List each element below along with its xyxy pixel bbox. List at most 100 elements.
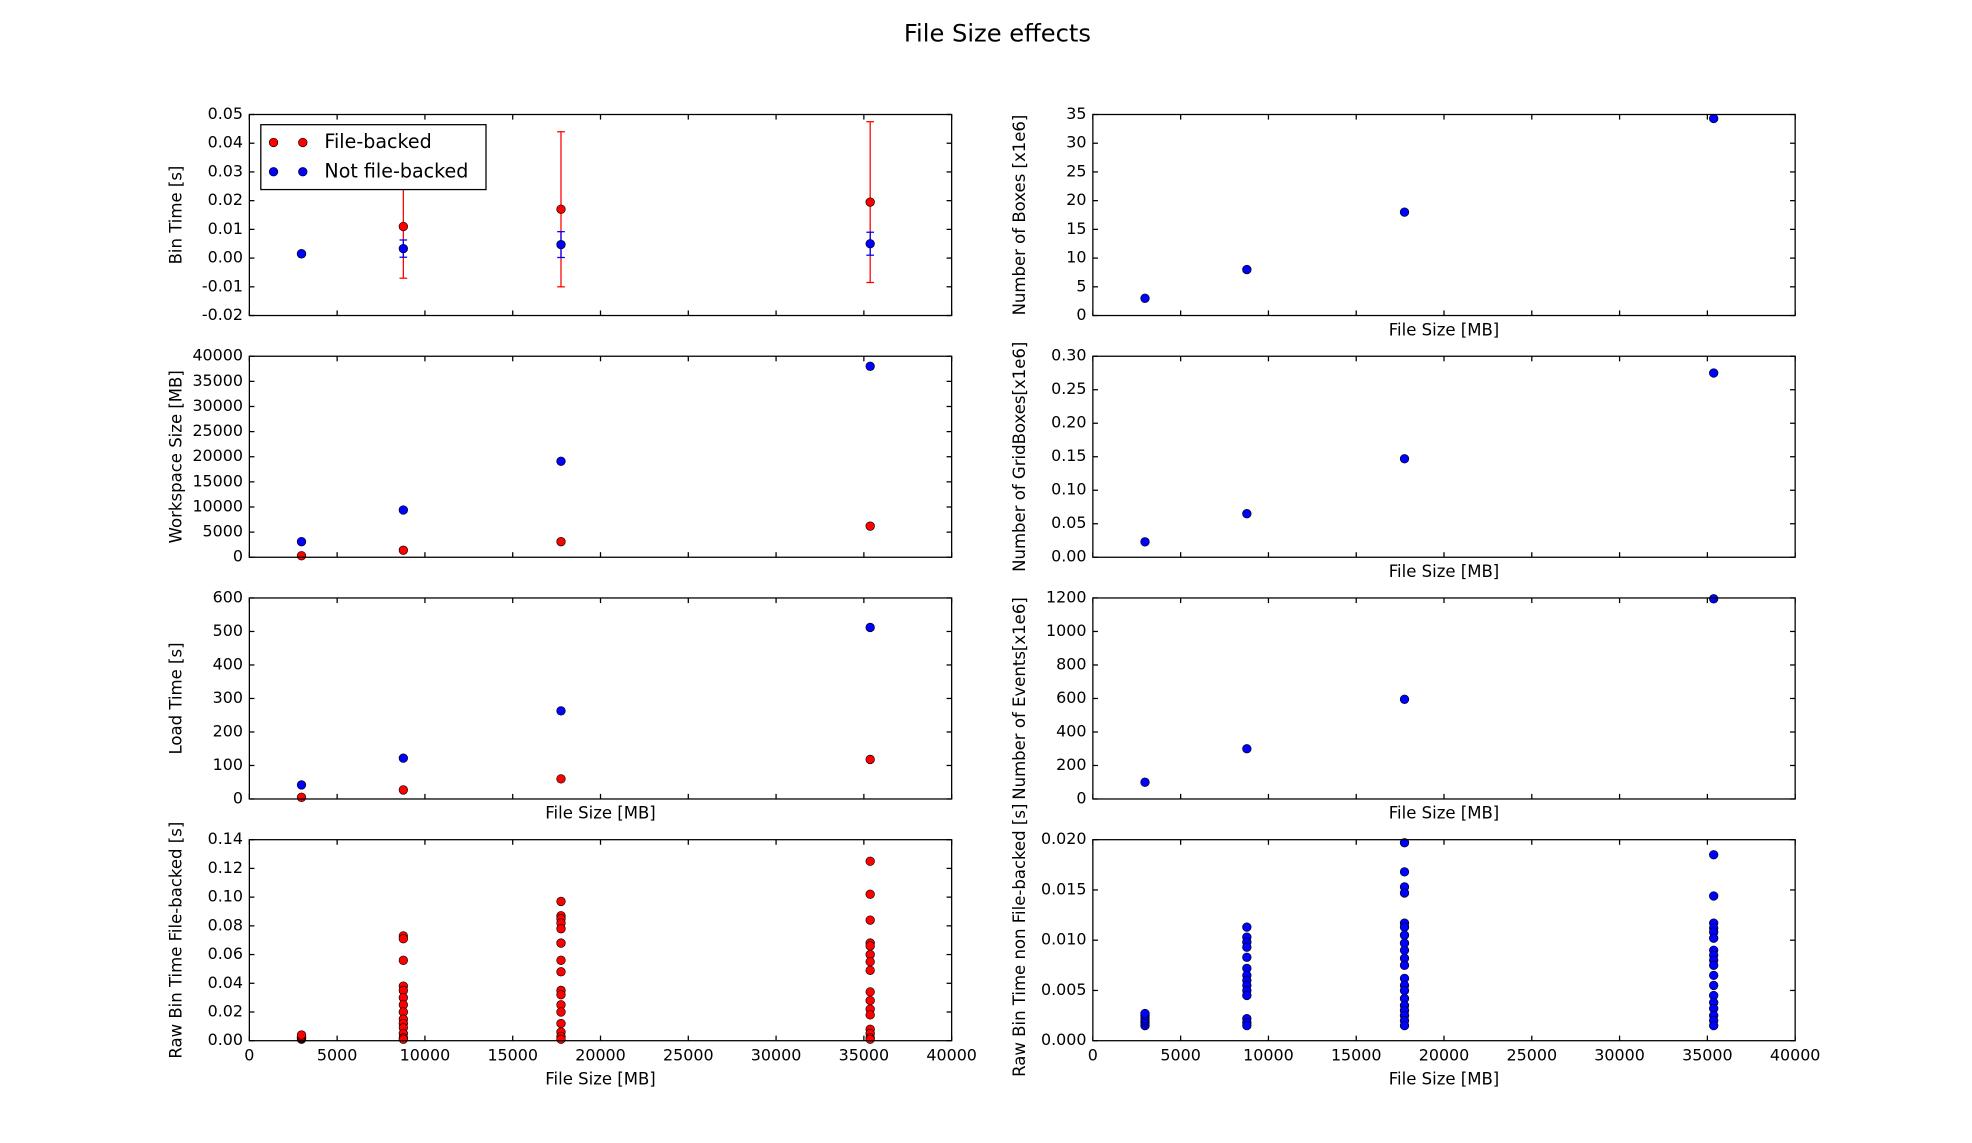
x-tick-label: 10000 (400, 1045, 451, 1064)
y-tick-label: 0.25 (1051, 379, 1086, 398)
x-tick-label: 15000 (487, 1045, 538, 1064)
legend-marker (268, 137, 279, 148)
point (398, 505, 408, 515)
y-tick-label: 0.06 (208, 944, 243, 963)
point (1399, 207, 1410, 217)
point (1140, 777, 1150, 787)
y-tick-label: 0.20 (1051, 413, 1086, 432)
y-tick-label: -0.01 (202, 276, 243, 295)
y-tick-label: 600 (213, 587, 243, 606)
point (865, 995, 875, 1006)
point (296, 1030, 307, 1040)
y-tick-label: 0.08 (208, 915, 243, 934)
y-tick-label: 0 (1076, 788, 1086, 807)
y-tick-label: 15 (1066, 219, 1086, 238)
point (865, 1010, 875, 1020)
legend-label: Not file-backed (324, 160, 468, 182)
x-tick-label: 30000 (751, 1045, 802, 1064)
point (556, 938, 566, 948)
y-tick-label: 0.04 (208, 973, 243, 992)
point (1399, 922, 1410, 932)
y-tick-label: 400 (1056, 721, 1086, 740)
y-tick-label: 0.00 (1051, 547, 1086, 566)
y-tick-label: 0.05 (208, 104, 243, 123)
point (398, 221, 408, 232)
x-tick-label: 5000 (1160, 1045, 1200, 1064)
point (1709, 850, 1719, 860)
point (1399, 694, 1410, 704)
point (865, 889, 875, 899)
legend-marker (268, 167, 279, 177)
x-axis-label: File Size [MB] (1389, 320, 1500, 339)
point (1399, 985, 1410, 996)
y-tick-label: 0.01 (208, 219, 243, 238)
point (556, 456, 566, 466)
y-tick-label: 0.30 (1051, 346, 1086, 365)
y-tick-label: 200 (1056, 755, 1086, 774)
point (1709, 113, 1719, 124)
point (556, 1018, 566, 1029)
point (296, 249, 307, 259)
y-tick-label: 10000 (192, 496, 243, 515)
point (865, 856, 875, 866)
point (556, 896, 566, 907)
x-tick-label: 0 (1088, 1045, 1098, 1064)
y-tick-label: 500 (213, 621, 243, 640)
y-tick-label: 0.000 (1041, 1030, 1087, 1049)
y-axis-label: Raw Bin Time File-backed [s] (166, 822, 185, 1059)
y-tick-label: 0.04 (208, 133, 243, 152)
y-tick-label: 25 (1066, 161, 1086, 180)
y-tick-label: 600 (1056, 688, 1086, 707)
y-tick-label: 200 (213, 721, 243, 740)
plot-frame (248, 839, 953, 1042)
point (1709, 1020, 1719, 1031)
x-tick-label: 35000 (839, 1045, 890, 1064)
y-tick-label: 0 (1076, 305, 1086, 324)
x-tick-label: 10000 (1243, 1045, 1294, 1064)
y-axis-label: Bin Time [s] (166, 166, 185, 265)
y-tick-label: 5000 (203, 522, 243, 541)
y-tick-label: 25000 (192, 421, 243, 440)
x-tick-label: 20000 (1419, 1045, 1470, 1064)
plot-frame (248, 113, 953, 317)
point (865, 521, 875, 531)
y-tick-label: 40000 (192, 346, 243, 365)
point (556, 1007, 566, 1017)
figure-title: File Size effects (904, 19, 1091, 47)
y-tick-label: 300 (213, 688, 243, 707)
x-tick-label: 35000 (1682, 1045, 1733, 1064)
y-tick-label: 0 (233, 547, 243, 566)
x-axis-label: File Size [MB] (545, 1070, 656, 1089)
point (398, 545, 408, 555)
point (865, 197, 875, 207)
y-tick-label: 35 (1066, 104, 1086, 123)
point (556, 955, 566, 965)
x-tick-label: 15000 (1331, 1045, 1382, 1064)
y-tick-label: 1000 (1046, 621, 1086, 640)
point (1242, 509, 1252, 519)
point (296, 551, 307, 561)
plot-frame (248, 597, 953, 800)
point (865, 754, 875, 765)
y-tick-label: 0.02 (208, 1001, 243, 1020)
y-axis-label: Number of GridBoxes[x1e6] (1010, 342, 1029, 572)
point (1399, 867, 1410, 877)
point (1242, 942, 1252, 952)
point (398, 243, 408, 254)
point (1709, 933, 1719, 943)
y-axis-label: Number of Boxes [x1e6] (1010, 115, 1029, 316)
x-tick-label: 30000 (1594, 1045, 1645, 1064)
legend-marker (298, 137, 308, 148)
point (296, 537, 307, 547)
x-axis-label: File Size [MB] (1389, 804, 1500, 823)
point (1399, 930, 1410, 940)
y-tick-label: 0.010 (1041, 930, 1087, 949)
plot-frame (1092, 355, 1796, 558)
y-tick-label: 35000 (192, 371, 243, 390)
y-tick-label: 400 (213, 654, 243, 673)
y-tick-label: 0.15 (1051, 446, 1086, 465)
point (556, 1034, 566, 1044)
